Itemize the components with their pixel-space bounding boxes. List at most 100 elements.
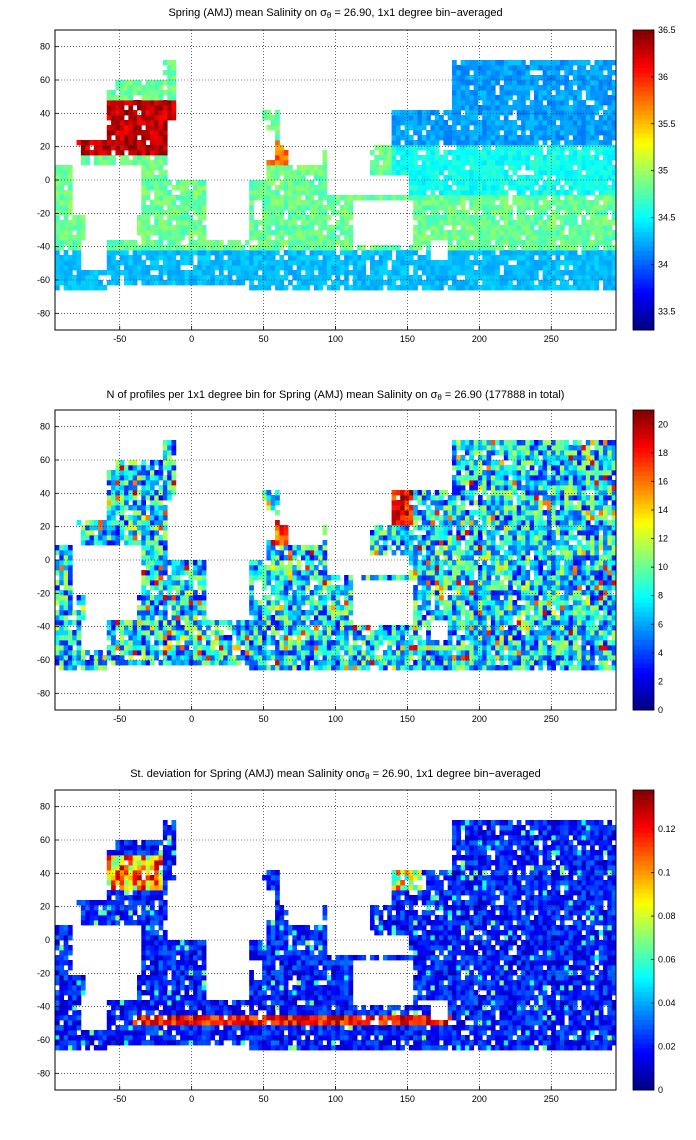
data-cell	[499, 85, 505, 91]
data-cell	[167, 630, 172, 636]
data-cell	[244, 655, 250, 661]
data-cell	[426, 110, 431, 116]
colorbar-segment	[633, 105, 654, 111]
profile-count-map: -50 0 50 100 150 200 250-80-60-40-200204060800…	[37, 409, 668, 724]
data-cell	[395, 115, 401, 121]
data-cell	[464, 130, 470, 136]
data-cell	[447, 130, 453, 136]
data-cell	[59, 665, 65, 671]
data-cell	[469, 265, 474, 271]
data-cell	[85, 665, 90, 671]
data-cell	[210, 280, 216, 286]
data-cell	[55, 630, 60, 636]
data-cell	[555, 160, 561, 166]
data-cell	[559, 100, 565, 106]
data-cell	[395, 250, 401, 256]
data-cell	[162, 600, 168, 606]
data-cell	[503, 250, 509, 256]
data-cell	[534, 170, 539, 176]
data-cell	[111, 260, 116, 266]
data-cell	[305, 640, 311, 646]
data-cell	[184, 650, 190, 656]
data-cell	[309, 605, 315, 611]
data-cell	[603, 620, 608, 626]
data-cell	[551, 280, 556, 286]
data-cell	[162, 140, 168, 146]
data-cell	[426, 250, 431, 256]
data-cell	[124, 265, 129, 271]
data-cell	[486, 605, 492, 611]
data-cell	[590, 255, 595, 261]
data-cell	[98, 150, 103, 156]
data-cell	[464, 220, 470, 226]
data-cell	[335, 240, 341, 246]
data-cell	[141, 640, 147, 646]
data-cell	[249, 185, 254, 191]
data-cell	[55, 170, 60, 176]
data-cell	[395, 170, 401, 176]
data-cell	[331, 660, 336, 666]
data-cell	[335, 630, 341, 636]
data-cell	[322, 625, 328, 631]
data-cell	[59, 220, 65, 226]
data-cell	[136, 105, 142, 111]
data-cell	[430, 195, 436, 201]
data-cell	[464, 100, 470, 106]
data-cell	[175, 650, 181, 656]
data-cell	[145, 600, 151, 606]
data-cell	[534, 215, 539, 221]
data-cell	[149, 240, 155, 246]
data-cell	[521, 160, 526, 166]
data-cell	[508, 70, 513, 76]
data-cell	[534, 195, 539, 201]
data-cell	[564, 265, 569, 271]
data-cell	[542, 660, 548, 666]
data-cell	[305, 240, 311, 246]
data-cell	[214, 245, 220, 251]
data-cell	[607, 95, 613, 101]
data-cell	[253, 660, 259, 666]
data-cell	[313, 625, 319, 631]
data-cell	[456, 265, 462, 271]
data-cell	[167, 190, 172, 196]
data-cell	[218, 250, 224, 256]
data-cell	[503, 80, 509, 86]
data-cell	[495, 185, 500, 191]
data-cell	[503, 665, 509, 671]
data-cell	[551, 620, 556, 626]
data-cell	[538, 625, 544, 631]
data-cell	[197, 625, 203, 631]
data-cell	[115, 95, 121, 101]
data-cell	[154, 630, 159, 636]
data-cell	[603, 635, 608, 641]
data-cell	[63, 640, 69, 646]
data-cell	[477, 275, 483, 281]
data-cell	[357, 245, 362, 251]
data-cell	[326, 610, 332, 616]
data-cell	[443, 150, 449, 156]
data-cell	[145, 160, 151, 166]
data-cell	[167, 95, 172, 101]
data-cell	[352, 665, 358, 671]
data-cell	[603, 630, 608, 636]
data-cell	[128, 100, 134, 106]
data-cell	[430, 215, 436, 221]
data-cell	[322, 190, 328, 196]
data-cell	[76, 140, 82, 146]
data-cell	[102, 160, 108, 166]
data-cell	[521, 100, 526, 106]
data-cell	[577, 620, 582, 626]
data-cell	[283, 190, 289, 196]
data-cell	[460, 130, 466, 136]
data-cell	[175, 600, 181, 606]
data-cell	[572, 130, 578, 136]
data-cell	[244, 630, 250, 636]
data-cell	[607, 135, 613, 141]
data-cell	[611, 155, 617, 161]
data-cell	[236, 260, 241, 266]
data-cell	[318, 175, 323, 181]
data-cell	[300, 240, 306, 246]
data-cell	[348, 660, 354, 666]
data-cell	[611, 130, 617, 136]
data-cell	[145, 610, 151, 616]
